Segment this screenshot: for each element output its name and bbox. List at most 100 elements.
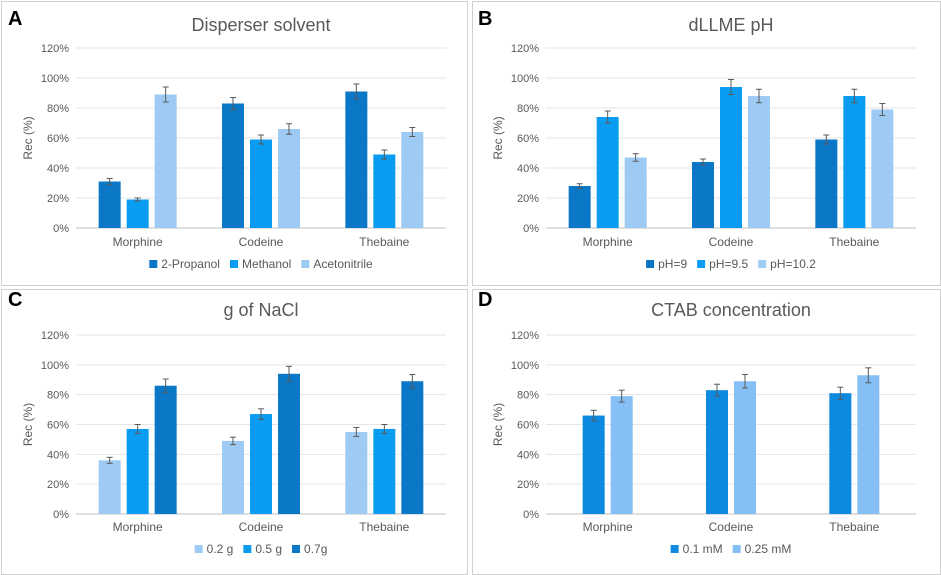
bar <box>706 390 728 514</box>
y-tick-label: 20% <box>517 193 539 205</box>
y-tick-label: 20% <box>517 479 539 491</box>
bar <box>98 181 121 228</box>
legend-swatch <box>697 260 706 268</box>
bar <box>582 415 605 514</box>
legend-item: 0.25 mM <box>732 542 791 556</box>
y-tick-label: 60% <box>517 133 539 145</box>
bar <box>98 460 121 514</box>
y-tick-label: 100% <box>41 360 69 372</box>
legend-item: Acetonitrile <box>301 257 373 271</box>
y-tick-label: 80% <box>517 390 539 402</box>
bar <box>278 373 300 514</box>
y-tick-label: 80% <box>47 390 69 402</box>
panel-letter: D <box>478 289 492 311</box>
legend-label: pH=9.5 <box>709 257 748 271</box>
bar <box>829 393 852 514</box>
legend-swatch <box>301 260 310 268</box>
x-category-label: Thebaine <box>829 235 879 249</box>
x-category-label: Codeine <box>709 235 754 249</box>
legend-item: pH=9 <box>646 257 687 271</box>
y-axis-label: Rec (%) <box>491 403 505 446</box>
x-category-label: Thebaine <box>359 235 409 249</box>
bar <box>815 139 838 228</box>
legend: 0.2 g 0.5 g 0.7g <box>194 542 327 556</box>
bar <box>126 199 149 228</box>
bar <box>250 139 272 228</box>
bar <box>222 440 244 514</box>
bar <box>278 129 300 228</box>
chart-title: Disperser solvent <box>191 15 330 35</box>
x-category-label: Codeine <box>239 235 284 249</box>
legend-item: pH=10.2 <box>758 257 816 271</box>
x-category-label: Morphine <box>113 235 163 249</box>
x-category-label: Morphine <box>583 235 633 249</box>
legend-label: Acetonitrile <box>313 257 373 271</box>
x-category-label: Codeine <box>709 520 754 534</box>
bar <box>624 157 647 228</box>
y-tick-label: 40% <box>517 449 539 461</box>
bar <box>154 94 177 228</box>
legend-label: 0.2 g <box>207 542 234 556</box>
legend-label: Methanol <box>242 257 291 271</box>
legend-item: pH=9.5 <box>697 257 749 271</box>
legend-label: 0.1 mM <box>683 542 723 556</box>
y-tick-label: 100% <box>41 73 69 85</box>
y-tick-label: 40% <box>47 449 69 461</box>
bar <box>720 87 742 228</box>
bar <box>692 162 714 228</box>
y-tick-label: 60% <box>47 133 69 145</box>
bar <box>401 381 424 514</box>
y-tick-label: 40% <box>517 163 539 175</box>
legend-swatch <box>194 545 203 553</box>
legend-label: 0.7g <box>304 542 327 556</box>
y-tick-label: 40% <box>47 163 69 175</box>
legend: 0.1 mM 0.25 mM <box>670 542 791 556</box>
y-tick-label: 0% <box>53 509 69 521</box>
legend-item: 2-Propanol <box>149 257 220 271</box>
bar <box>734 381 756 514</box>
bar <box>126 428 149 514</box>
legend-swatch <box>670 545 679 553</box>
chart-title: dLLME pH <box>688 15 773 35</box>
legend-swatch <box>149 260 158 268</box>
legend-swatch <box>292 545 301 553</box>
legend-label: pH=9 <box>658 257 687 271</box>
x-category-label: Thebaine <box>359 520 409 534</box>
legend-item: 0.1 mM <box>670 542 723 556</box>
legend-swatch <box>243 545 252 553</box>
legend-label: 2-Propanol <box>161 257 220 271</box>
y-axis-label: Rec (%) <box>21 116 35 159</box>
y-tick-label: 20% <box>47 193 69 205</box>
bar <box>857 375 880 514</box>
legend-swatch <box>732 545 741 553</box>
y-tick-label: 120% <box>41 43 69 55</box>
y-tick-label: 60% <box>47 420 69 432</box>
bar <box>345 431 368 514</box>
bar <box>596 117 619 228</box>
bar <box>568 186 591 228</box>
legend-item: 0.5 g <box>243 542 282 556</box>
legend-swatch <box>229 260 238 268</box>
bar <box>748 96 770 228</box>
y-tick-label: 100% <box>511 360 539 372</box>
y-tick-label: 80% <box>517 103 539 115</box>
y-tick-label: 0% <box>523 509 539 521</box>
x-category-label: Codeine <box>239 520 284 534</box>
legend: 2-Propanol Methanol Acetonitrile <box>149 257 373 271</box>
panel-letter: A <box>8 8 22 30</box>
bar <box>222 103 244 228</box>
chart-title: CTAB concentration <box>651 300 811 320</box>
chart-title: g of NaCl <box>223 300 298 320</box>
legend-item: 0.2 g <box>194 542 234 556</box>
y-tick-label: 120% <box>511 330 539 342</box>
bar <box>154 385 177 514</box>
legend-item: Methanol <box>229 257 291 271</box>
bar <box>373 154 396 228</box>
bar <box>250 414 272 514</box>
legend-label: 0.5 g <box>255 542 282 556</box>
y-axis-label: Rec (%) <box>21 403 35 446</box>
bar <box>843 96 866 228</box>
y-axis-label: Rec (%) <box>491 116 505 159</box>
